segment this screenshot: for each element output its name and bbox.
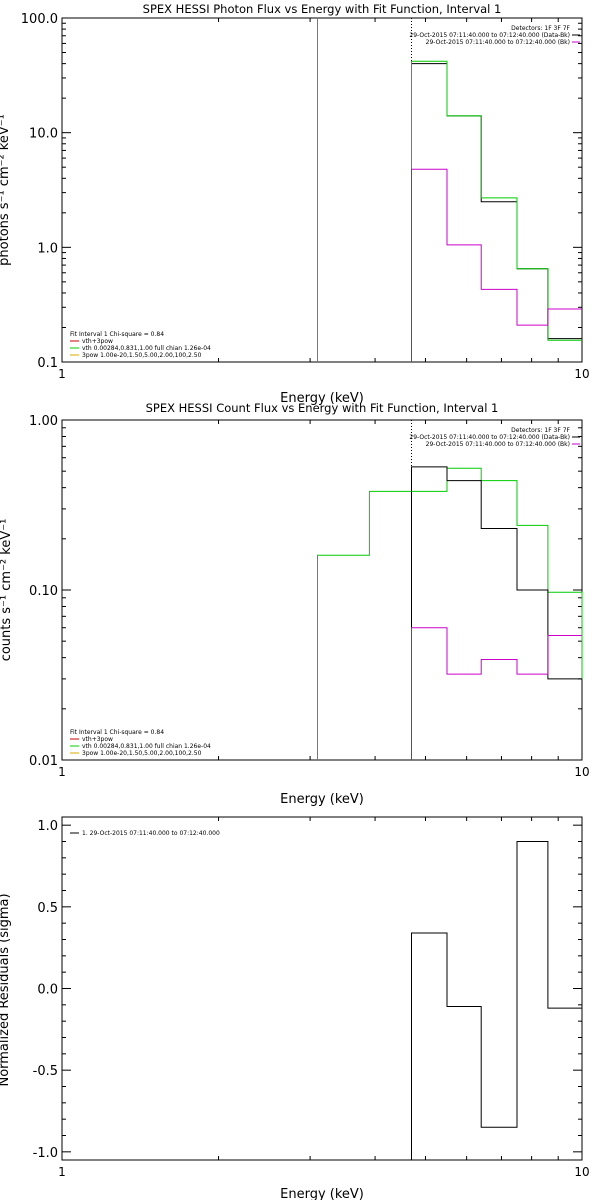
y-axis-label: photons s⁻¹ cm⁻² keV⁻¹ bbox=[0, 114, 12, 266]
chart-title: SPEX HESSI Count Flux vs Energy with Fit… bbox=[146, 401, 499, 415]
legend-entry: vth+3pow bbox=[82, 338, 113, 345]
y-tick-label: 10.0 bbox=[29, 127, 58, 142]
panel-count-flux: SPEX HESSI Count Flux vs Energy with Fit… bbox=[0, 401, 590, 807]
plot-area bbox=[61, 816, 583, 1161]
legend-entry: Fit Interval 1 Chi-square = 0.84 bbox=[70, 331, 164, 338]
legend-entry: Detectors: 1F 3F 7F bbox=[511, 25, 570, 32]
y-tick-label: 0.10 bbox=[29, 584, 58, 599]
y-tick-label: 0.1 bbox=[37, 356, 58, 371]
legend-entry: vth 0.00284,0.831,1.00 full chian 1.26e-… bbox=[82, 345, 211, 352]
legend-left: Fit Interval 1 Chi-square = 0.84vth+3pow… bbox=[70, 331, 211, 359]
y-tick-label: 1.0 bbox=[37, 241, 58, 256]
x-tick-label: 1 bbox=[58, 765, 66, 779]
x-axis-label: Energy (keV) bbox=[280, 792, 364, 807]
legend-entry: 3pow 1.00e-20,1.50,5.00,2.00,100,2.50 bbox=[82, 750, 202, 757]
legend-entry: 1. 29-Oct-2015 07:11:40.000 to 07:12:40.… bbox=[82, 830, 220, 837]
x-tick-labels: 1 10 bbox=[58, 765, 589, 779]
legend-left: 1. 29-Oct-2015 07:11:40.000 to 07:12:40.… bbox=[70, 830, 220, 837]
y-tick-label: 1.0 bbox=[37, 819, 58, 834]
y-tick-label: -0.5 bbox=[33, 1064, 58, 1079]
x-tick-label: 10 bbox=[574, 367, 589, 381]
series-step-line bbox=[411, 466, 582, 760]
plot-frame bbox=[61, 17, 583, 363]
y-tick-labels: 0.01 0.10 1.00 bbox=[29, 414, 58, 769]
x-axis-label: Energy (keV) bbox=[280, 391, 364, 406]
legend-entry: vth+3pow bbox=[82, 736, 113, 743]
series-step-line bbox=[411, 63, 582, 362]
legend-entry: 29-Oct-2015 07:11:40.000 to 07:12:40.000… bbox=[426, 441, 570, 448]
x-tick-labels: 1 10 bbox=[58, 1165, 589, 1179]
x-tick-label: 10 bbox=[574, 765, 589, 779]
tick-marks bbox=[61, 817, 583, 1160]
series-step-line bbox=[411, 60, 582, 362]
series-step-line bbox=[317, 467, 583, 760]
chart-title: SPEX HESSI Photon Flux vs Energy with Fi… bbox=[143, 2, 502, 16]
legend-entry: 3pow 1.00e-20,1.50,5.00,2.00,100,2.50 bbox=[82, 352, 202, 359]
x-tick-label: 1 bbox=[58, 1165, 66, 1179]
plot-area bbox=[61, 419, 583, 761]
panel-photon-flux: SPEX HESSI Photon Flux vs Energy with Fi… bbox=[0, 2, 590, 406]
tick-marks bbox=[61, 17, 583, 363]
x-axis-label: Energy (keV) bbox=[280, 1187, 364, 1200]
series-step-line bbox=[411, 841, 582, 1160]
y-tick-label: 0.0 bbox=[37, 983, 58, 998]
legend-left: Fit Interval 1 Chi-square = 0.84vth+3pow… bbox=[70, 729, 211, 757]
legend-entry: vth 0.00284,0.831,1.00 full chian 1.26e-… bbox=[82, 743, 211, 750]
series-step-line bbox=[411, 168, 582, 362]
y-tick-label: -1.0 bbox=[33, 1146, 58, 1161]
legend-entry: 29-Oct-2015 07:11:40.000 to 07:12:40.000… bbox=[426, 39, 570, 46]
legend-entry: 29-Oct-2015 07:11:40.000 to 07:12:40.000… bbox=[409, 434, 570, 441]
y-tick-labels: -1.0 -0.5 0.0 0.5 1.0 bbox=[33, 819, 58, 1161]
tick-marks bbox=[61, 419, 583, 761]
y-axis-label: counts s⁻¹ cm⁻² keV⁻¹ bbox=[0, 519, 14, 662]
y-tick-label: 100.0 bbox=[21, 12, 58, 27]
legend-entry: 29-Oct-2015 07:11:40.000 to 07:12:40.000… bbox=[409, 32, 570, 39]
plot-frame bbox=[61, 419, 583, 761]
x-tick-label: 10 bbox=[574, 1165, 589, 1179]
y-tick-label: 1.00 bbox=[29, 414, 58, 429]
y-tick-label: 0.01 bbox=[29, 754, 58, 769]
legend-entry: Detectors: 1F 3F 7F bbox=[511, 427, 570, 434]
plot-area bbox=[61, 17, 583, 363]
y-axis-label: Normalized Residuals (sigma) bbox=[0, 893, 12, 1086]
y-tick-label: 0.5 bbox=[37, 901, 58, 916]
y-tick-labels: 0.1 1.0 10.0 100.0 bbox=[21, 12, 58, 371]
legend-entry: Fit Interval 1 Chi-square = 0.84 bbox=[70, 729, 164, 736]
panel-residuals: Normalized Residuals (sigma) Energy (keV… bbox=[0, 816, 590, 1200]
x-tick-label: 1 bbox=[58, 367, 66, 381]
plot-frame bbox=[61, 816, 583, 1161]
series-step-line bbox=[411, 627, 582, 760]
x-tick-labels: 1 10 bbox=[58, 367, 589, 381]
